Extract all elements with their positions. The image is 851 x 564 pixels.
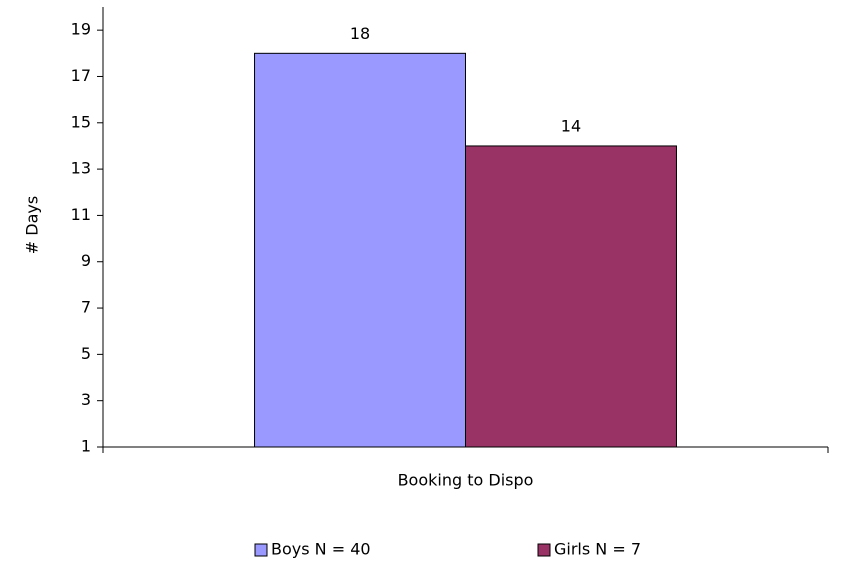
x-tick-label: Booking to Dispo: [398, 471, 534, 490]
y-axis-label: # Days: [23, 196, 42, 254]
legend-label: Girls N = 7: [554, 540, 641, 559]
y-tick-label: 17: [71, 66, 91, 85]
legend-swatch: [254, 543, 268, 557]
y-tick-label: 3: [81, 390, 91, 409]
data-label: 18: [350, 24, 370, 43]
bar: [465, 145, 677, 448]
y-tick-label: 5: [81, 344, 91, 363]
legend-swatch: [537, 543, 551, 557]
y-tick-label: 7: [81, 298, 91, 317]
y-tick-label: 15: [71, 112, 91, 131]
y-tick-label: 9: [81, 251, 91, 270]
y-tick-label: 1: [81, 437, 91, 456]
y-tick-label: 11: [71, 205, 91, 224]
y-tick-label: 19: [71, 20, 91, 39]
bar: [254, 52, 466, 448]
y-tick-label: 13: [71, 159, 91, 178]
data-label: 14: [561, 116, 581, 135]
legend-label: Boys N = 40: [271, 540, 371, 559]
